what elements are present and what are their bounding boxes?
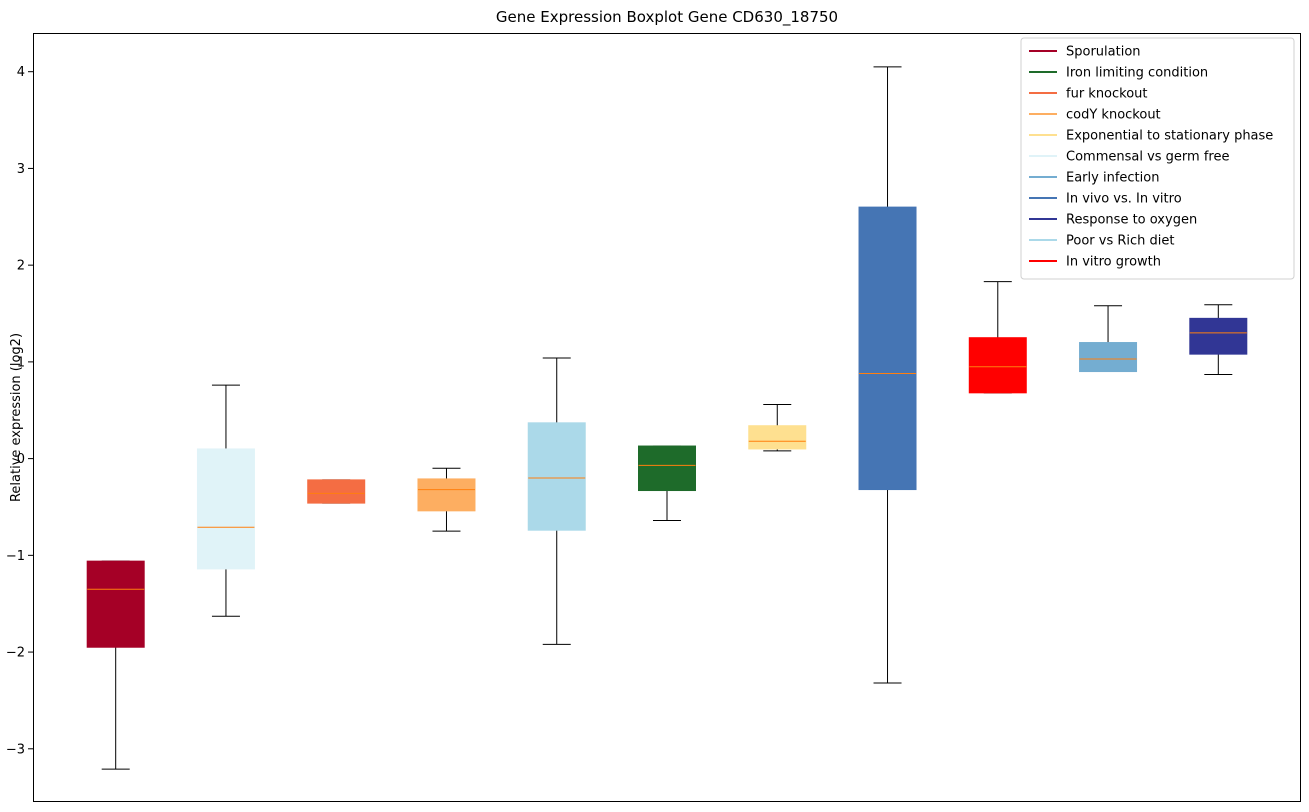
legend-item: codY knockout — [1029, 108, 1161, 123]
box-10 — [1079, 305, 1138, 373]
box-8 — [858, 66, 917, 684]
y-tick-label: 4 — [17, 65, 25, 80]
y-tick-label: 0 — [17, 452, 25, 467]
boxes-layer — [86, 66, 1248, 770]
legend-item: Sporulation — [1029, 45, 1141, 60]
box-2 — [196, 384, 255, 617]
y-axis: −3 −2 −1 0 1 2 3 4 — [6, 65, 33, 757]
box-body — [417, 478, 476, 512]
legend-label: Poor vs Rich diet — [1066, 234, 1174, 249]
legend-item: Response to oxygen — [1029, 213, 1197, 228]
legend-label: Early infection — [1066, 171, 1159, 186]
box-7 — [748, 403, 807, 452]
legend-frame — [1020, 37, 1295, 280]
box-body — [638, 445, 696, 492]
box-body — [86, 560, 145, 648]
box-body — [1189, 317, 1248, 355]
y-tick-label: −3 — [6, 742, 25, 757]
legend-item: Iron limiting condition — [1029, 66, 1208, 81]
y-tick-label: −1 — [6, 549, 25, 564]
legend-label: Response to oxygen — [1066, 213, 1197, 228]
legend-label: In vivo vs. In vitro — [1066, 192, 1182, 207]
y-tick-label: 3 — [17, 162, 25, 177]
box-6 — [638, 445, 696, 522]
box-body — [748, 425, 807, 450]
plot-frame — [33, 33, 1301, 802]
legend-label: Iron limiting condition — [1066, 66, 1208, 81]
box-1 — [86, 560, 145, 770]
legend-item: In vitro growth — [1029, 255, 1161, 270]
legend-label: Commensal vs germ free — [1066, 150, 1229, 165]
legend-item: Commensal vs germ free — [1029, 150, 1229, 165]
box-body — [968, 337, 1027, 394]
legend-label: codY knockout — [1066, 108, 1161, 123]
y-tick-label: 1 — [17, 355, 25, 370]
y-tick-label: −2 — [6, 646, 25, 661]
legend-label: fur knockout — [1066, 87, 1148, 102]
legend-item: Early infection — [1029, 171, 1159, 186]
legend-item: fur knockout — [1029, 87, 1148, 102]
box-4 — [417, 467, 476, 532]
legend-item: Poor vs Rich diet — [1029, 234, 1174, 249]
box-11 — [1189, 304, 1248, 375]
legend-label: Exponential to stationary phase — [1066, 129, 1273, 144]
box-body — [1079, 342, 1138, 373]
box-9 — [968, 281, 1027, 394]
box-body — [307, 479, 366, 504]
box-3 — [307, 479, 366, 504]
legend-item: Exponential to stationary phase — [1029, 129, 1273, 144]
box-body — [858, 206, 917, 491]
y-tick-label: 2 — [17, 259, 25, 274]
box-body — [196, 448, 255, 570]
legend: Sporulation Iron limiting condition fur kn… — [1020, 37, 1295, 280]
legend-label: In vitro growth — [1066, 255, 1161, 270]
legend-item: In vivo vs. In vitro — [1029, 192, 1182, 207]
legend-label: Sporulation — [1066, 45, 1141, 60]
box-5 — [527, 357, 586, 645]
chart-title: Gene Expression Boxplot Gene CD630_18750 — [496, 8, 838, 27]
y-axis-label: Relative expression (log2) — [9, 333, 24, 502]
box-body — [527, 422, 586, 531]
